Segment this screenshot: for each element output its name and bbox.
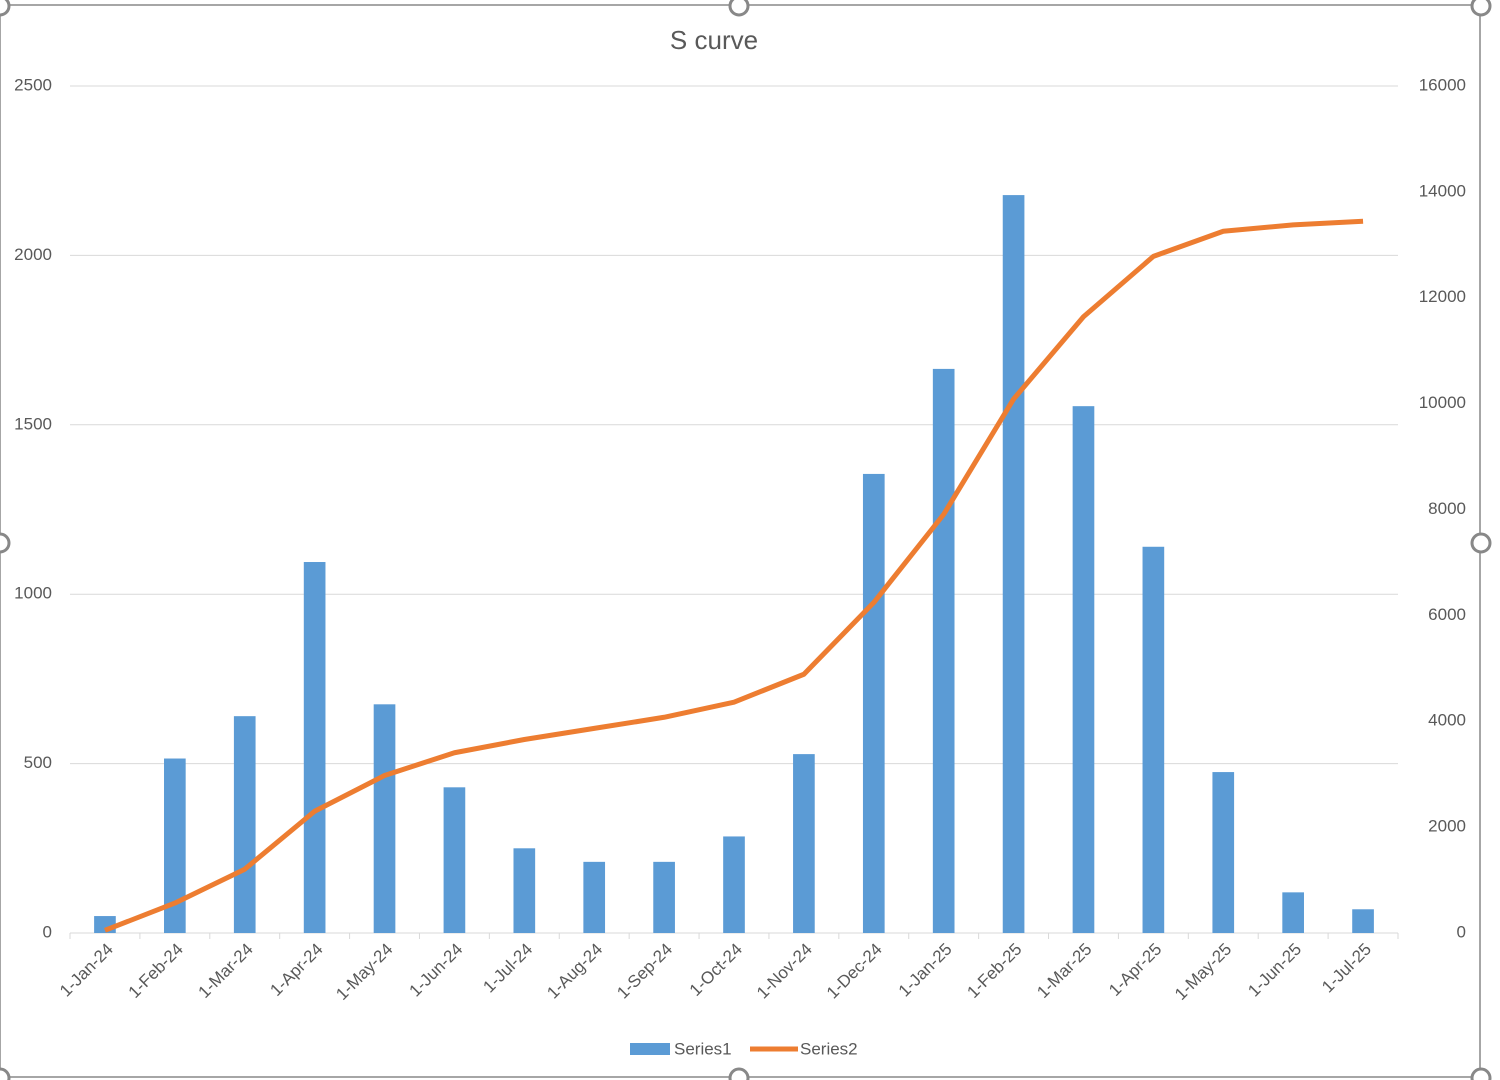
legend-swatch — [630, 1043, 670, 1055]
x-tick-label: 1-Jan-24 — [56, 940, 117, 1001]
y2-tick-label: 8000 — [1428, 499, 1466, 518]
y-tick-label: 0 — [43, 922, 52, 941]
y2-tick-label: 16000 — [1419, 75, 1466, 94]
x-tick-label: 1-Feb-24 — [125, 940, 187, 1002]
bar — [443, 787, 466, 933]
bar — [1212, 772, 1235, 933]
x-tick-label: 1-Apr-25 — [1105, 940, 1165, 1000]
x-tick-label: 1-May-25 — [1171, 940, 1235, 1004]
x-tick-label: 1-Jun-25 — [1244, 940, 1305, 1001]
x-tick-label: 1-Apr-24 — [266, 940, 326, 1000]
y-tick-label: 1000 — [14, 584, 52, 603]
bar — [373, 704, 396, 933]
legend-label: Series2 — [800, 1039, 858, 1058]
y2-tick-label: 10000 — [1419, 393, 1466, 412]
line — [104, 218, 1364, 933]
x-tick-label: 1-Oct-24 — [686, 940, 746, 1000]
y2-tick-label: 12000 — [1419, 287, 1466, 306]
bar — [1142, 546, 1165, 933]
bar — [653, 861, 675, 933]
bar — [862, 473, 885, 933]
bar — [233, 716, 256, 933]
x-tick-label: 1-Jun-24 — [406, 940, 467, 1001]
y-tick-label: 500 — [24, 753, 52, 772]
x-tick-label: 1-Sep-24 — [613, 940, 676, 1003]
bar — [583, 861, 606, 933]
x-tick-label: 1-Aug-24 — [543, 940, 606, 1003]
bar — [513, 848, 536, 933]
bar — [793, 754, 815, 933]
x-tick-label: 1-May-24 — [332, 940, 396, 1004]
x-tick-label: 1-Mar-24 — [195, 940, 257, 1002]
bar — [1282, 892, 1304, 933]
x-tick-label: 1-Mar-25 — [1033, 940, 1095, 1002]
bar — [1072, 406, 1095, 933]
y2-tick-label: 6000 — [1428, 605, 1466, 624]
bar — [303, 562, 326, 933]
bar — [1002, 195, 1025, 933]
chart-title: S curve — [670, 25, 758, 55]
x-tick-label: 1-Jan-25 — [895, 940, 956, 1001]
bar — [94, 916, 116, 933]
bar — [164, 758, 186, 933]
y-tick-label: 2000 — [14, 245, 52, 264]
x-tick-label: 1-Jul-25 — [1318, 940, 1375, 997]
y2-tick-label: 2000 — [1428, 817, 1466, 836]
bar — [723, 836, 745, 933]
y2-tick-label: 4000 — [1428, 711, 1466, 730]
x-tick-label: 1-Jul-24 — [479, 940, 536, 997]
x-tick-label: 1-Dec-24 — [823, 940, 886, 1003]
bar — [1352, 909, 1374, 933]
legend-label: Series1 — [674, 1039, 732, 1058]
bar — [932, 368, 955, 933]
y-tick-label: 2500 — [14, 75, 52, 94]
x-tick-label: 1-Feb-25 — [963, 940, 1025, 1002]
y2-tick-label: 0 — [1457, 922, 1466, 941]
y2-tick-label: 14000 — [1419, 181, 1466, 200]
y-tick-label: 1500 — [14, 414, 52, 433]
x-tick-label: 1-Nov-24 — [753, 940, 816, 1003]
